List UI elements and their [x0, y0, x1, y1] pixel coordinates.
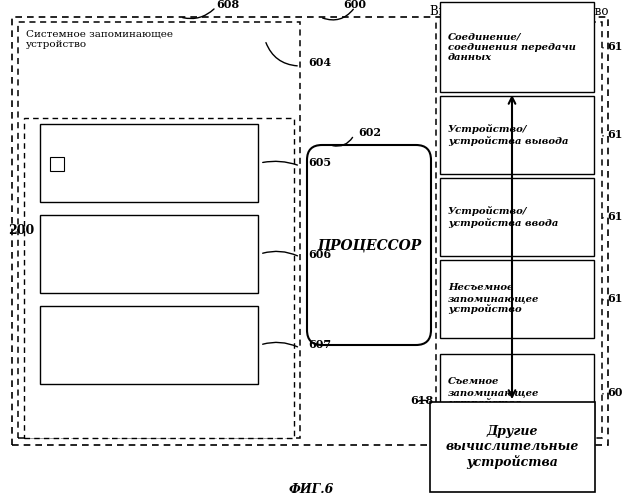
Text: 608: 608 — [216, 0, 239, 10]
FancyBboxPatch shape — [18, 22, 300, 438]
Text: Соединение/
соединения передачи
данных: Соединение/ соединения передачи данных — [448, 32, 576, 62]
FancyBboxPatch shape — [440, 260, 594, 338]
Text: 612: 612 — [607, 212, 622, 222]
Text: 606: 606 — [308, 248, 331, 260]
Text: Устройство/
устройства вывода: Устройство/ устройства вывода — [448, 124, 569, 146]
Text: ПРОЦЕССОР: ПРОЦЕССОР — [317, 238, 421, 252]
Text: 602: 602 — [358, 126, 381, 138]
FancyBboxPatch shape — [24, 118, 294, 438]
Text: 604: 604 — [308, 58, 331, 68]
FancyBboxPatch shape — [436, 22, 602, 438]
FancyBboxPatch shape — [40, 124, 258, 202]
Text: 605: 605 — [308, 158, 331, 168]
Text: 614: 614 — [607, 130, 622, 140]
FancyBboxPatch shape — [12, 17, 608, 445]
Text: Операционная
система: Операционная система — [113, 151, 210, 175]
Text: 616: 616 — [607, 42, 622, 52]
Text: Программные
данные: Программные данные — [101, 333, 197, 357]
Text: Другие
вычислительные
устройства: Другие вычислительные устройства — [445, 425, 578, 469]
FancyBboxPatch shape — [50, 157, 64, 171]
FancyBboxPatch shape — [307, 145, 431, 345]
Text: Несъемное
запоминающее
устройство: Несъемное запоминающее устройство — [448, 284, 539, 314]
FancyBboxPatch shape — [430, 402, 595, 492]
Text: Съемное
запоминающее
устройство: Съемное запоминающее устройство — [448, 378, 539, 408]
FancyBboxPatch shape — [40, 306, 258, 384]
Text: 618: 618 — [410, 394, 433, 406]
Text: 200: 200 — [8, 224, 34, 236]
FancyBboxPatch shape — [440, 96, 594, 174]
FancyBboxPatch shape — [40, 215, 258, 293]
Text: ФИГ.6: ФИГ.6 — [289, 483, 333, 496]
Text: 609: 609 — [607, 388, 622, 398]
Text: 610: 610 — [607, 294, 622, 304]
Text: ROM/RAM: ROM/RAM — [120, 124, 198, 136]
Text: Программные
модули: Программные модули — [101, 242, 197, 266]
FancyBboxPatch shape — [440, 178, 594, 256]
Text: 600: 600 — [343, 0, 366, 10]
Text: Вычислительное устройство: Вычислительное устройство — [430, 6, 608, 18]
Text: 607: 607 — [308, 340, 331, 350]
FancyBboxPatch shape — [440, 2, 594, 92]
Text: Системное запоминающее
устройство: Системное запоминающее устройство — [26, 30, 173, 50]
FancyBboxPatch shape — [440, 354, 594, 432]
Text: Устройство/
устройства ввода: Устройство/ устройства ввода — [448, 206, 559, 228]
